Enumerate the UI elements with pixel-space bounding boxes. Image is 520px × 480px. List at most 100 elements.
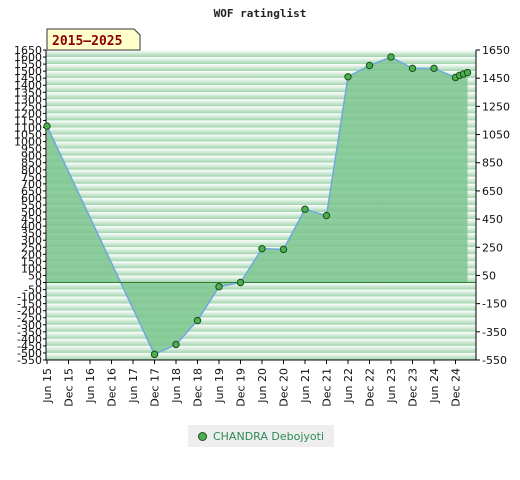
- data-point: [258, 244, 266, 253]
- y-tick-label-left: 850: [21, 157, 42, 170]
- y-tick-label-left: 1650: [14, 44, 42, 57]
- data-point: [408, 64, 417, 73]
- x-tick-label: Jun 20: [256, 368, 269, 404]
- grid-band: [46, 296, 476, 304]
- grid-band: [46, 190, 476, 198]
- y-tick-label-left: 1150: [14, 114, 42, 127]
- series-area: [47, 57, 468, 355]
- grid-band: [46, 71, 476, 79]
- data-point: [430, 64, 438, 73]
- y-tick-label-right: -350: [482, 326, 507, 339]
- grid-band: [46, 317, 476, 325]
- x-tick-label: Dec 17: [149, 368, 162, 407]
- x-tick-label: Dec 20: [278, 368, 291, 407]
- y-tick-label-left: 600: [21, 192, 42, 205]
- y-tick-label-left: 450: [21, 213, 42, 226]
- y-tick-label-left: -250: [17, 312, 42, 325]
- y-tick-label-left: 100: [21, 262, 42, 275]
- y-tick-label-left: 1050: [14, 129, 42, 142]
- y-tick-label-left: -450: [17, 340, 42, 353]
- grid-band: [46, 99, 476, 107]
- y-tick-label-left: 900: [21, 150, 42, 163]
- data-point: [43, 122, 51, 130]
- grid-band: [46, 345, 476, 353]
- grid-band: [46, 352, 476, 360]
- x-tick-label: Jun 16: [84, 368, 97, 404]
- x-tick-label: Dec 16: [106, 368, 119, 407]
- x-tick-label: Dec 24: [450, 368, 463, 407]
- grid-band: [46, 50, 476, 58]
- grid-band: [46, 331, 476, 339]
- grid-band: [46, 233, 476, 241]
- grid-band: [46, 141, 476, 149]
- x-tick-label: Dec 23: [407, 368, 420, 407]
- y-tick-label-left: 300: [21, 234, 42, 247]
- y-tick-label-left: 1600: [14, 51, 42, 64]
- data-point: [463, 68, 472, 77]
- y-tick-label-left: -400: [17, 333, 42, 346]
- grid-band: [46, 155, 476, 163]
- grid-band: [46, 120, 476, 128]
- x-tick-label: Jun 19: [213, 368, 226, 404]
- grid-band: [46, 134, 476, 142]
- y-tick-label-left: 1500: [14, 65, 42, 78]
- grid-band: [46, 219, 476, 227]
- x-tick-label: Jun 17: [127, 368, 140, 404]
- y-tick-label-left: 950: [21, 143, 42, 156]
- y-tick-label-left: 1100: [14, 122, 42, 135]
- y-tick-label-left: 500: [21, 206, 42, 219]
- data-point: [322, 211, 331, 220]
- x-tick-label: Dec 15: [63, 368, 76, 407]
- grid-band: [46, 127, 476, 135]
- data-point: [193, 316, 202, 325]
- y-tick-label-left: -150: [17, 298, 42, 311]
- data-point: [344, 73, 352, 81]
- grid-band: [46, 78, 476, 86]
- y-tick-label-right: 450: [482, 213, 503, 226]
- y-tick-label-left: 1250: [14, 100, 42, 113]
- y-tick-label-left: 1000: [14, 136, 42, 149]
- grid-band: [46, 338, 476, 346]
- grid-band: [46, 205, 476, 213]
- y-tick-label-right: 850: [482, 157, 503, 170]
- y-tick-label-left: 1450: [14, 72, 42, 85]
- y-tick-label-left: 550: [21, 199, 42, 212]
- data-point: [215, 283, 223, 291]
- y-tick-label-right: 1450: [482, 72, 510, 85]
- data-point: [150, 350, 159, 359]
- x-tick-label: Jun 22: [342, 368, 355, 404]
- y-tick-label-left: 800: [21, 164, 42, 177]
- x-tick-label: Dec 19: [235, 368, 248, 407]
- y-tick-label-right: 1650: [482, 44, 510, 57]
- y-tick-label-left: 1200: [14, 107, 42, 120]
- grid-band: [46, 148, 476, 156]
- grid-band: [46, 310, 476, 318]
- x-tick-label: Jun 18: [170, 368, 183, 404]
- y-tick-label-left: 650: [21, 185, 42, 198]
- grid-band: [46, 64, 476, 72]
- grid-band: [46, 106, 476, 114]
- y-tick-label-left: 1550: [14, 58, 42, 71]
- legend-label: CHANDRA Debojyoti: [212, 429, 324, 443]
- grid-band: [46, 289, 476, 297]
- y-tick-label-right: -550: [482, 354, 507, 367]
- y-tick-label-left: 1300: [14, 93, 42, 106]
- y-tick-label-left: 400: [21, 220, 42, 233]
- y-tick-label-left: -100: [17, 291, 42, 304]
- data-point: [301, 205, 309, 213]
- x-tick-label: Dec 18: [192, 368, 205, 407]
- x-tick-label: Jun 23: [385, 368, 398, 404]
- period-badge-label: 2015–2025: [52, 34, 122, 49]
- grid-band: [46, 57, 476, 65]
- x-tick-label: Dec 22: [364, 368, 377, 407]
- grid-band: [46, 324, 476, 332]
- grid-band: [46, 183, 476, 191]
- period-badge: 2015–2025: [46, 28, 141, 51]
- y-tick-label-right: 50: [482, 269, 496, 282]
- y-tick-label-left: 1350: [14, 86, 42, 99]
- y-tick-label-right: 650: [482, 185, 503, 198]
- chart-title: WOF ratinglist: [214, 7, 307, 20]
- y-tick-label-left: 1400: [14, 79, 42, 92]
- data-point: [387, 53, 395, 61]
